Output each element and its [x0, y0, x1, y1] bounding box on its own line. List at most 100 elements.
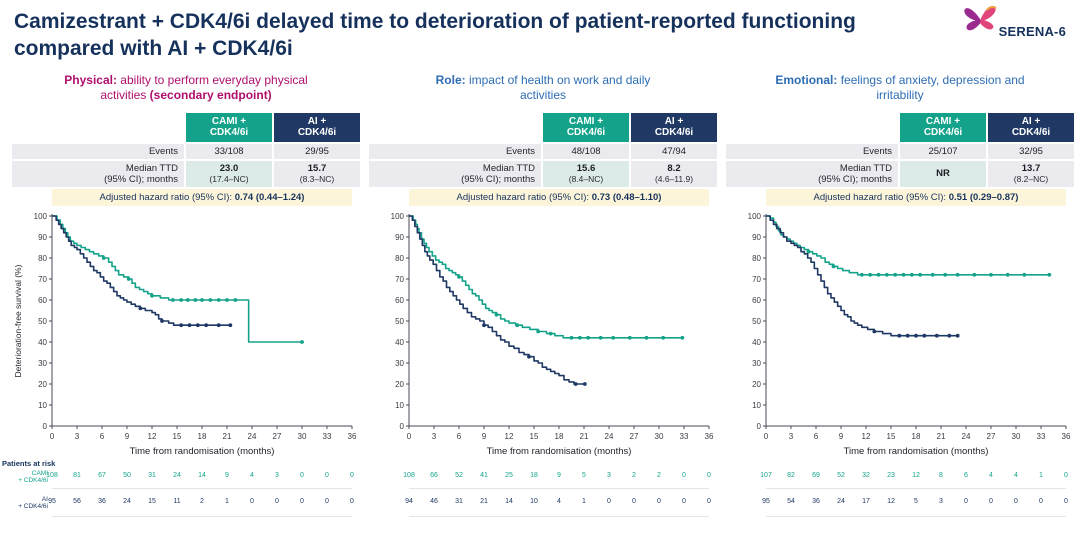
at-risk-count: 4 — [989, 471, 993, 479]
at-risk-count: 1 — [1039, 471, 1043, 479]
at-risk-count: 94 — [405, 497, 413, 505]
stats-table-role: CAMI + CDK4/6i AI + CDK4/6i Events 48/10… — [369, 112, 717, 206]
svg-text:Time from randomisation (month: Time from randomisation (months) — [487, 446, 632, 457]
svg-text:9: 9 — [482, 432, 487, 441]
svg-text:0: 0 — [407, 432, 412, 441]
serena-6-logo-text: SERENA-6 — [998, 24, 1066, 39]
events-cami: 48/108 — [543, 143, 629, 159]
arm-header-ai: AI + CDK4/6i — [274, 112, 360, 142]
at-risk-count: 24 — [123, 497, 131, 505]
at-risk-count: 66 — [430, 471, 438, 479]
svg-text:40: 40 — [752, 337, 761, 346]
at-risk-count: 24 — [173, 471, 181, 479]
heading-desc: ability to perform everyday physical act… — [100, 72, 308, 102]
hr-value: 0.74 (0.44–1.24) — [234, 191, 305, 203]
at-risk-count: 0 — [300, 471, 304, 479]
at-risk-count: 0 — [682, 497, 686, 505]
serena-6-logo: SERENA-6 — [962, 4, 1066, 40]
svg-text:18: 18 — [198, 432, 207, 441]
at-risk-count: 4 — [557, 497, 561, 505]
risk-arm-label-cami: CAMI + CDK4/6i — [18, 469, 48, 484]
events-cami: 25/107 — [900, 143, 986, 159]
at-risk-count: 6 — [964, 471, 968, 479]
svg-text:6: 6 — [814, 432, 819, 441]
svg-text:15: 15 — [887, 432, 896, 441]
median-cami: 15.6 (8.4–NC) — [543, 160, 629, 187]
hr-label: Adjusted hazard ratio (95% CI): — [813, 191, 949, 203]
arm-header-cami: CAMI + CDK4/6i — [900, 112, 986, 142]
events-ai: 47/94 — [631, 143, 717, 159]
svg-text:40: 40 — [395, 337, 404, 346]
svg-text:20: 20 — [752, 379, 761, 388]
at-risk-count: 4 — [1014, 471, 1018, 479]
svg-text:90: 90 — [395, 232, 404, 241]
svg-text:30: 30 — [395, 358, 404, 367]
median-ttd-label: Median TTD (95% CI); months — [12, 160, 184, 187]
risk-grid-role: 108 66 52 41 25 18 9 5 3 2 2 0 0 94 46 31 21 14 10 4 1 0 0 0 0 0 — [369, 460, 717, 526]
median-ai: 13.7 (8.2–NC) — [988, 160, 1074, 187]
arm-header-cami: CAMI + CDK4/6i — [543, 112, 629, 142]
median-ai-value: 13.7 — [1021, 163, 1041, 175]
at-risk-count: 81 — [73, 471, 81, 479]
at-risk-count: 25 — [505, 471, 513, 479]
heading-bold: (secondary endpoint) — [149, 87, 272, 102]
hazard-ratio-bar: Adjusted hazard ratio (95% CI): 0.74 (0.… — [52, 188, 352, 206]
heading-desc: feelings of anxiety, depression and irri… — [837, 72, 1025, 102]
hazard-ratio-bar: Adjusted hazard ratio (95% CI): 0.51 (0.… — [766, 188, 1066, 206]
svg-text:80: 80 — [752, 253, 761, 262]
hr-value: 0.51 (0.29–0.87) — [948, 191, 1019, 203]
svg-text:33: 33 — [323, 432, 332, 441]
at-risk-count: 10 — [530, 497, 538, 505]
table-corner — [12, 113, 184, 142]
at-risk-count: 52 — [837, 471, 845, 479]
svg-text:30: 30 — [298, 432, 307, 441]
svg-text:70: 70 — [395, 274, 404, 283]
at-risk-count: 18 — [530, 471, 538, 479]
svg-text:100: 100 — [748, 211, 762, 220]
svg-text:3: 3 — [789, 432, 794, 441]
svg-text:3: 3 — [75, 432, 80, 441]
at-risk-count: 24 — [837, 497, 845, 505]
at-risk-count: 14 — [505, 497, 513, 505]
panel-emotional: Emotional: feelings of anxiety, depressi… — [726, 73, 1074, 458]
at-risk-count: 15 — [148, 497, 156, 505]
at-risk-count: 3 — [275, 471, 279, 479]
table-corner — [369, 113, 541, 142]
at-risk-count: 2 — [632, 471, 636, 479]
svg-text:30: 30 — [38, 358, 47, 367]
svg-text:100: 100 — [391, 211, 405, 220]
at-risk-count: 0 — [325, 471, 329, 479]
svg-text:6: 6 — [457, 432, 462, 441]
median-ai-ci: (8.3–NC) — [299, 174, 335, 185]
events-ai: 29/95 — [274, 143, 360, 159]
svg-text:Deterioration-free survival (%: Deterioration-free survival (%) — [13, 264, 23, 377]
svg-text:15: 15 — [173, 432, 182, 441]
arm-header-ai: AI + CDK4/6i — [988, 112, 1074, 142]
at-risk-count: 17 — [862, 497, 870, 505]
events-label: Events — [726, 143, 898, 159]
svg-text:36: 36 — [348, 432, 357, 441]
svg-text:30: 30 — [1012, 432, 1021, 441]
at-risk-count: 108 — [46, 471, 58, 479]
at-risk-count: 0 — [682, 471, 686, 479]
at-risk-count: 9 — [225, 471, 229, 479]
patients-at-risk-title: Patients at risk — [2, 458, 56, 468]
at-risk-count: 0 — [989, 497, 993, 505]
events-ai: 32/95 — [988, 143, 1074, 159]
svg-text:90: 90 — [38, 232, 47, 241]
svg-text:27: 27 — [630, 432, 639, 441]
at-risk-count: 82 — [787, 471, 795, 479]
svg-text:6: 6 — [100, 432, 105, 441]
at-risk-count: 0 — [1064, 497, 1068, 505]
svg-text:40: 40 — [38, 337, 47, 346]
median-cami: NR — [900, 160, 986, 187]
at-risk-count: 107 — [760, 471, 772, 479]
at-risk-count: 0 — [964, 497, 968, 505]
median-cami: 23.0 (17.4–NC) — [186, 160, 272, 187]
at-risk-count: 95 — [762, 497, 770, 505]
risk-grid-emotional: 107 82 69 52 32 23 12 8 6 4 4 1 0 95 54 36 24 17 12 5 3 0 0 0 0 0 — [726, 460, 1074, 526]
